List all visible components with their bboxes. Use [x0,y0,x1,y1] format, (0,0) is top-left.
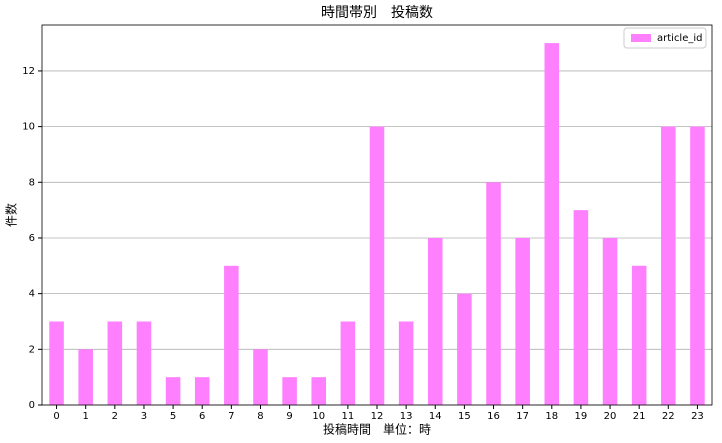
bar [107,321,123,405]
y-tick-label: 6 [29,233,35,244]
x-tick-label: 22 [662,411,675,422]
x-tick-label: 18 [545,411,558,422]
x-tick-label: 5 [170,411,176,422]
x-tick-label: 23 [691,411,704,422]
bar [78,349,93,405]
x-tick-label: 1 [83,411,89,422]
chart-title: 時間帯別 投稿数 [321,5,433,21]
y-axis-label: 件数 [4,203,19,227]
bar [427,237,443,405]
bar [690,126,705,405]
x-tick-label: 19 [575,411,588,422]
x-tick-label: 6 [199,411,205,422]
legend-label: article_id [657,33,703,44]
x-tick-label: 15 [458,411,471,422]
y-tick-label: 4 [29,289,35,300]
bar [224,265,239,405]
x-tick-label: 14 [429,411,442,422]
legend-box [623,27,707,49]
x-tick-label: 7 [228,411,234,422]
bar [486,182,501,405]
bar [369,126,385,405]
x-tick-label: 0 [53,411,59,422]
legend-swatch [631,34,651,42]
bar [340,321,356,405]
bar [398,321,414,405]
bar [631,265,647,405]
x-tick-label: 17 [516,411,529,422]
bar [573,210,589,405]
x-tick-label: 21 [633,411,646,422]
x-tick-label: 8 [257,411,263,422]
bar [311,377,327,405]
bar [544,43,560,405]
bar [253,349,268,405]
x-tick-label: 12 [371,411,384,422]
y-tick-label: 12 [22,66,35,77]
bar [515,237,530,405]
x-tick-label: 3 [141,411,147,422]
x-tick-label: 2 [112,411,118,422]
x-tick-label: 10 [312,411,325,422]
x-tick-label: 9 [286,411,292,422]
x-tick-label: 11 [342,411,355,422]
y-tick-label: 8 [29,177,35,188]
bar [49,321,64,405]
plot-frame [41,24,713,406]
x-tick-label: 13 [400,411,413,422]
bar [282,377,297,405]
bar [194,377,210,405]
bar [661,126,676,405]
x-axis-label: 投稿時間 単位：時 [323,422,431,437]
y-tick-label: 0 [29,400,35,411]
y-tick-label: 10 [22,122,35,133]
bar [457,293,472,405]
bar [602,237,618,405]
bar [136,321,152,405]
x-tick-label: 20 [604,411,617,422]
bar [165,377,181,405]
y-tick-label: 2 [29,344,35,355]
x-tick-label: 16 [487,411,500,422]
